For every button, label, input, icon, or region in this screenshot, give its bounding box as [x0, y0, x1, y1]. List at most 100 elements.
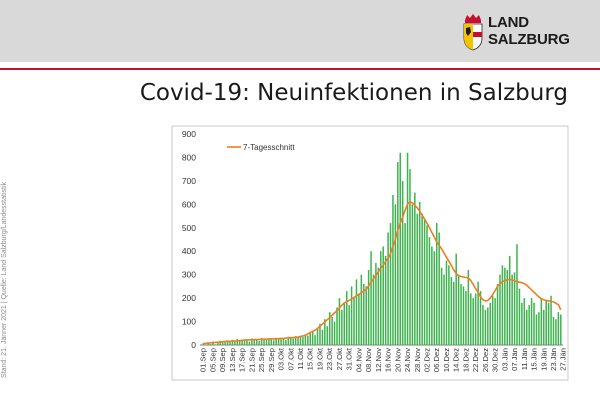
bar: [282, 337, 285, 345]
bar: [523, 298, 526, 345]
bar: [246, 339, 248, 345]
bar: [409, 169, 411, 345]
bar: [467, 269, 470, 345]
x-tick-label: 01.Sep: [199, 348, 208, 372]
bar: [309, 332, 311, 345]
bar: [530, 298, 533, 345]
y-tick-label: 900: [182, 129, 196, 139]
bar: [299, 335, 302, 345]
x-tick-label: 18.Dez: [461, 348, 470, 372]
bar: [555, 319, 557, 345]
bar: [231, 339, 234, 345]
bar: [440, 267, 443, 345]
x-tick-label: 05.Sep: [208, 348, 217, 372]
bar: [426, 225, 428, 345]
bar: [370, 251, 372, 345]
bar: [428, 237, 431, 345]
bar: [382, 246, 384, 345]
bar: [560, 314, 562, 345]
y-tick-label: 600: [182, 199, 196, 209]
bar: [365, 286, 367, 345]
bar: [251, 338, 253, 345]
bar: [477, 281, 479, 345]
bar: [423, 218, 426, 345]
bar: [248, 341, 251, 345]
x-tick-label: 31.Okt: [345, 347, 354, 370]
bar: [226, 340, 229, 345]
bar: [521, 302, 523, 345]
bar: [280, 339, 282, 345]
x-tick-label: 27.Jän: [559, 348, 568, 371]
bar: [221, 341, 224, 345]
x-tick-label: 19.Okt: [315, 347, 324, 370]
bar: [384, 255, 387, 345]
x-tick-label: 12.Nov: [374, 348, 383, 372]
bar: [499, 274, 501, 345]
y-tick-label: 800: [182, 152, 196, 162]
x-tick-label: 17.Sep: [238, 348, 247, 372]
bar: [314, 335, 316, 345]
logo-text-land: LAND: [488, 14, 529, 31]
bar: [372, 274, 375, 345]
bar: [277, 338, 280, 345]
bar: [397, 162, 399, 345]
page-title: Covid-19: Neuinfektionen in Salzburg: [139, 80, 568, 106]
bar: [253, 340, 256, 345]
x-tick-label: 21.Sep: [247, 348, 256, 372]
land-salzburg-logo: LAND SALZBURG: [462, 12, 582, 52]
bar: [275, 337, 277, 345]
bar: [255, 339, 258, 345]
bar: [513, 272, 516, 345]
bar: [321, 329, 324, 345]
bar: [418, 201, 421, 345]
x-tick-label: 02.Dez: [423, 348, 432, 372]
bar: [543, 309, 545, 345]
y-tick-label: 500: [182, 223, 196, 233]
bar: [260, 337, 263, 345]
y-tick-label: 0: [191, 340, 196, 350]
bar: [487, 307, 489, 345]
bar: [416, 213, 419, 345]
x-tick-label: 11.Okt: [296, 347, 305, 370]
bar: [238, 340, 241, 345]
bar: [287, 336, 290, 345]
bar: [316, 328, 319, 345]
bar: [552, 316, 555, 345]
bar: [494, 298, 496, 345]
bar: [219, 340, 221, 345]
header-band: [0, 0, 600, 62]
header-accent-line: [0, 68, 600, 70]
bar: [326, 326, 329, 345]
bar: [448, 265, 450, 345]
plot-frame: [171, 125, 569, 381]
bar: [290, 337, 292, 345]
bar: [491, 295, 494, 345]
bar: [482, 305, 484, 345]
x-tick-label: 06.Dez: [432, 348, 441, 372]
bar: [411, 204, 414, 345]
bar: [433, 251, 436, 345]
x-tick-label: 11.Jän: [520, 348, 529, 370]
bar: [394, 204, 397, 345]
x-tick-label: 23.Jän: [549, 348, 558, 371]
legend: 7-Tagesschnitt: [227, 143, 295, 152]
x-tick-label: 13.Sep: [228, 348, 237, 372]
bar: [474, 293, 477, 345]
bar: [345, 291, 348, 345]
bar: [470, 293, 472, 345]
bar: [399, 152, 401, 345]
bar: [209, 344, 212, 345]
bar: [479, 291, 482, 345]
bar: [472, 298, 474, 345]
bar: [540, 298, 543, 345]
y-tick-label: 100: [182, 317, 196, 327]
bar: [355, 279, 358, 345]
bar: [324, 319, 326, 345]
bar: [273, 340, 275, 345]
bar: [229, 341, 231, 345]
bar: [328, 312, 331, 345]
bar: [297, 337, 299, 345]
bar: [484, 309, 487, 345]
bar: [341, 309, 343, 345]
